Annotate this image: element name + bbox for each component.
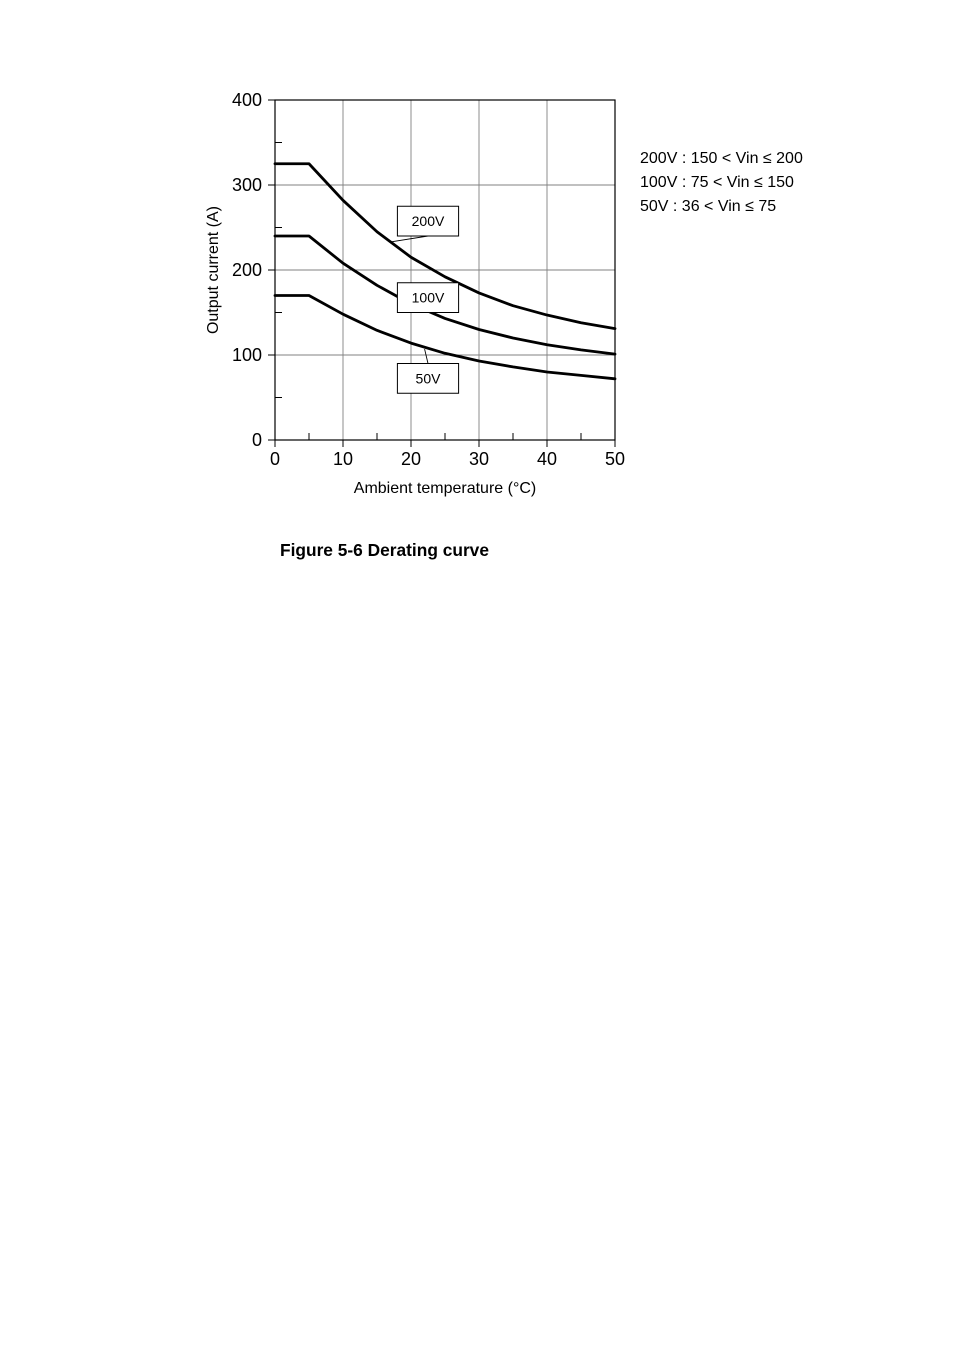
svg-text:300: 300 xyxy=(232,175,262,195)
legend: 200V : 150 < Vin ≤ 200 100V : 75 < Vin ≤… xyxy=(640,150,803,222)
derating-chart: 0 10 20 30 40 50 0 100 200 300 400 200V 100V 50V xyxy=(120,60,840,520)
svg-text:400: 400 xyxy=(232,90,262,110)
svg-text:20: 20 xyxy=(401,449,421,469)
y-axis-label: Output current (A) xyxy=(205,100,223,440)
svg-text:50: 50 xyxy=(605,449,625,469)
svg-text:100V: 100V xyxy=(412,290,445,306)
legend-item: 100V : 75 < Vin ≤ 150 xyxy=(640,174,803,192)
x-axis-label: Ambient temperature (°C) xyxy=(275,480,615,498)
legend-item: 200V : 150 < Vin ≤ 200 xyxy=(640,150,803,168)
svg-text:30: 30 xyxy=(469,449,489,469)
page: 0 10 20 30 40 50 0 100 200 300 400 200V 100V 50V Amb… xyxy=(0,0,954,1350)
svg-text:100: 100 xyxy=(232,345,262,365)
svg-text:10: 10 xyxy=(333,449,353,469)
svg-text:0: 0 xyxy=(252,430,262,450)
chart-figure: 0 10 20 30 40 50 0 100 200 300 400 200V 100V 50V Amb… xyxy=(120,60,840,520)
svg-text:40: 40 xyxy=(537,449,557,469)
svg-text:200V: 200V xyxy=(412,213,445,229)
svg-text:50V: 50V xyxy=(416,370,442,386)
figure-title: Figure 5-6 Derating curve xyxy=(280,540,489,561)
svg-text:200: 200 xyxy=(232,260,262,280)
legend-item: 50V : 36 < Vin ≤ 75 xyxy=(640,198,803,216)
svg-text:0: 0 xyxy=(270,449,280,469)
